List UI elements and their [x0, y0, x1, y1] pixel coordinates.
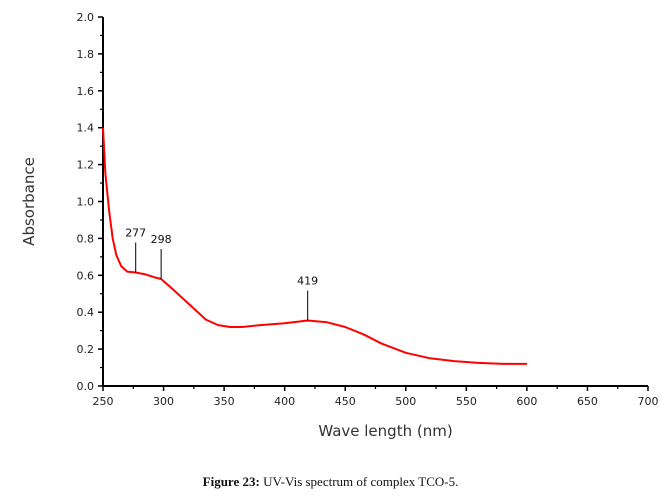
x-tick-label: 450: [335, 395, 356, 408]
x-tick-label: 500: [395, 395, 416, 408]
annotation-label: 419: [297, 275, 318, 288]
y-axis-label: Absorbance: [20, 157, 38, 246]
y-tick-label: 0.2: [77, 343, 95, 356]
y-tick-label: 1.8: [77, 48, 95, 61]
y-tick-label: 0.4: [77, 306, 95, 319]
x-tick-label: 300: [153, 395, 174, 408]
annotation-label: 277: [125, 227, 146, 240]
caption-label: Figure 23:: [202, 474, 260, 489]
x-tick-label: 650: [577, 395, 598, 408]
y-tick-label: 0.0: [77, 380, 95, 393]
y-tick-label: 1.2: [77, 159, 95, 172]
x-tick-label: 600: [516, 395, 537, 408]
annotation-label: 298: [151, 233, 172, 246]
y-tick-label: 0.8: [77, 232, 95, 245]
x-tick-label: 250: [93, 395, 114, 408]
y-tick-label: 1.6: [77, 85, 95, 98]
y-tick-label: 0.6: [77, 269, 95, 282]
caption-text: UV-Vis spectrum of complex TCO-5.: [259, 474, 459, 489]
x-tick-label: 550: [456, 395, 477, 408]
x-tick-label: 350: [214, 395, 235, 408]
y-tick-label: 2.0: [77, 11, 95, 24]
uv-vis-chart: 250 300 350 400 450 500 550 600 650 700 0.0 0.2 0.4 0…: [20, 11, 659, 440]
x-axis-label: Wave length (nm): [318, 422, 452, 440]
figure-caption: Figure 23: UV-Vis spectrum of complex TC…: [0, 474, 661, 490]
x-tick-label: 700: [638, 395, 659, 408]
y-tick-label: 1.0: [77, 196, 95, 209]
x-tick-label: 400: [274, 395, 295, 408]
series-line: [102, 127, 527, 365]
y-tick-label: 1.4: [77, 122, 95, 135]
